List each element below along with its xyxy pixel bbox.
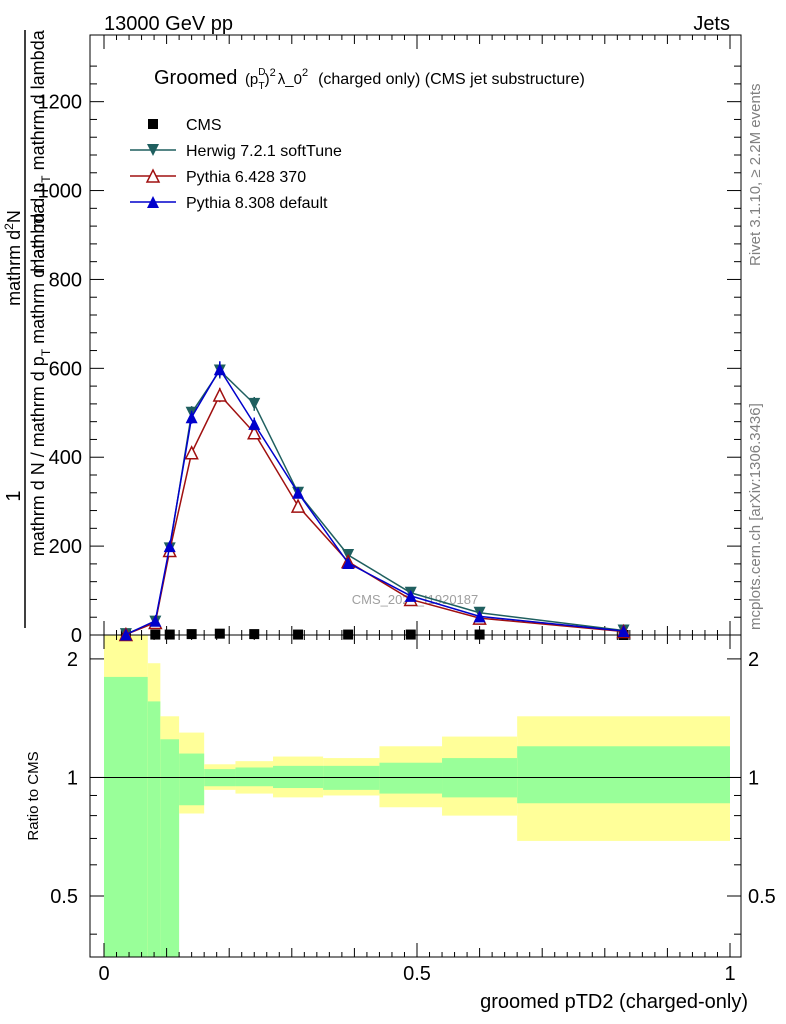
y-tick-label: 800 — [49, 269, 82, 291]
data-point — [186, 629, 197, 640]
mcplots-label: mcplots.cern.ch [arXiv:1306.3436] — [747, 403, 764, 630]
data-point — [293, 629, 304, 640]
x-tick-labels: 0 0.5 1 — [98, 963, 735, 985]
data-point — [342, 557, 355, 569]
data-point — [213, 363, 226, 376]
main-y-tick-labels: 0 200 400 600 800 1000 1200 — [38, 92, 83, 647]
x-tick-label: 0.5 — [403, 963, 431, 985]
data-point — [404, 589, 417, 602]
ratio-y-tick-label-right: 2 — [748, 649, 759, 671]
ylabel-denominator: mathrm d N / mathrm d pT mathrm d lambda — [28, 203, 53, 556]
ratio-bands — [104, 635, 730, 957]
y-tick-label: 200 — [49, 536, 82, 558]
ratio-band-inner-8 — [379, 762, 443, 794]
series-layer — [118, 361, 631, 642]
legend-label: Herwig 7.2.1 softTune — [186, 143, 342, 160]
data-point — [474, 629, 485, 640]
data-point — [248, 397, 261, 410]
data-point — [248, 417, 261, 430]
data-point — [150, 629, 161, 640]
rivet-label: Rivet 3.1.10, ≥ 2.2M events — [747, 84, 764, 267]
data-point — [617, 625, 630, 637]
legend-entry: Pythia 8.308 default — [130, 195, 328, 212]
ratio-y-tick-labels: 0.5 0.5 1 1 2 2 — [50, 649, 776, 908]
ylabel-sub-denominator: mathrm d pT mathrm d lambda — [28, 29, 53, 273]
data-point — [343, 629, 354, 640]
header-right: Jets — [693, 13, 730, 35]
data-point — [249, 629, 260, 640]
x-tick-label: 0 — [98, 963, 109, 985]
data-point — [119, 628, 132, 641]
y-tick-label: 600 — [49, 358, 82, 380]
ratio-band-inner-10 — [517, 746, 730, 804]
data-point — [292, 486, 305, 499]
y-tick-label: 0 — [71, 625, 82, 647]
legend-marker — [148, 119, 158, 129]
series-3 — [119, 361, 630, 641]
ratio-y-tick-label-right: 1 — [748, 767, 759, 789]
ylabel-one: 1 — [3, 490, 25, 501]
chart-title: Groomed (pD T)2 λ_02 (charged only) (CMS je… — [154, 67, 585, 92]
legend-marker — [145, 168, 161, 183]
data-point — [247, 425, 262, 440]
legend: CMS Herwig 7.2.1 softTune Pythia 6.428 370… — [130, 117, 342, 212]
ratio-y-label: Ratio to CMS — [25, 751, 42, 840]
main-y-label: 1 mathrm d2N mathrm d N / mathrm d pT ma… — [0, 0, 53, 628]
legend-label: Pythia 6.428 370 — [186, 169, 306, 186]
data-point — [184, 445, 199, 460]
ratio-y-tick-label-right: 0.5 — [748, 886, 776, 908]
data-point — [149, 614, 162, 627]
ylabel-inner-bar — [0, 0, 25, 30]
legend-entry: Pythia 6.428 370 — [130, 168, 306, 186]
ratio-y-tick-label: 2 — [67, 649, 78, 671]
ratio-y-tick-label: 0.5 — [50, 886, 78, 908]
data-point — [214, 628, 225, 639]
x-axis-label: groomed pTD2 (charged-only) — [480, 991, 748, 1013]
ylabel-numerator: mathrm d2N — [2, 210, 24, 306]
ratio-y-tick-label: 1 — [67, 767, 78, 789]
ratio-band-inner-5 — [235, 767, 274, 787]
legend-label: CMS — [186, 117, 222, 134]
ratio-band-inner-2 — [160, 739, 180, 957]
data-point — [185, 411, 198, 424]
data-point — [405, 629, 416, 640]
y-tick-label: 1000 — [38, 181, 83, 203]
data-point — [164, 629, 175, 640]
legend-marker — [147, 144, 159, 156]
data-point — [473, 610, 486, 623]
legend-entry: Herwig 7.2.1 softTune — [130, 143, 342, 160]
x-tick-label: 1 — [724, 963, 735, 985]
y-tick-label: 400 — [49, 447, 82, 469]
legend-marker — [147, 196, 159, 208]
ratio-band-inner-3 — [179, 753, 205, 806]
header-left: 13000 GeV pp — [104, 13, 233, 35]
y-tick-label: 1200 — [38, 92, 83, 114]
ratio-band-inner-0 — [104, 676, 148, 957]
legend-entry: CMS — [148, 117, 222, 134]
data-point — [163, 540, 176, 553]
data-point — [290, 498, 306, 513]
data-point — [212, 387, 228, 402]
ratio-band-inner-1 — [147, 701, 161, 957]
legend-label: Pythia 8.308 default — [186, 195, 328, 212]
series-0 — [120, 628, 629, 640]
